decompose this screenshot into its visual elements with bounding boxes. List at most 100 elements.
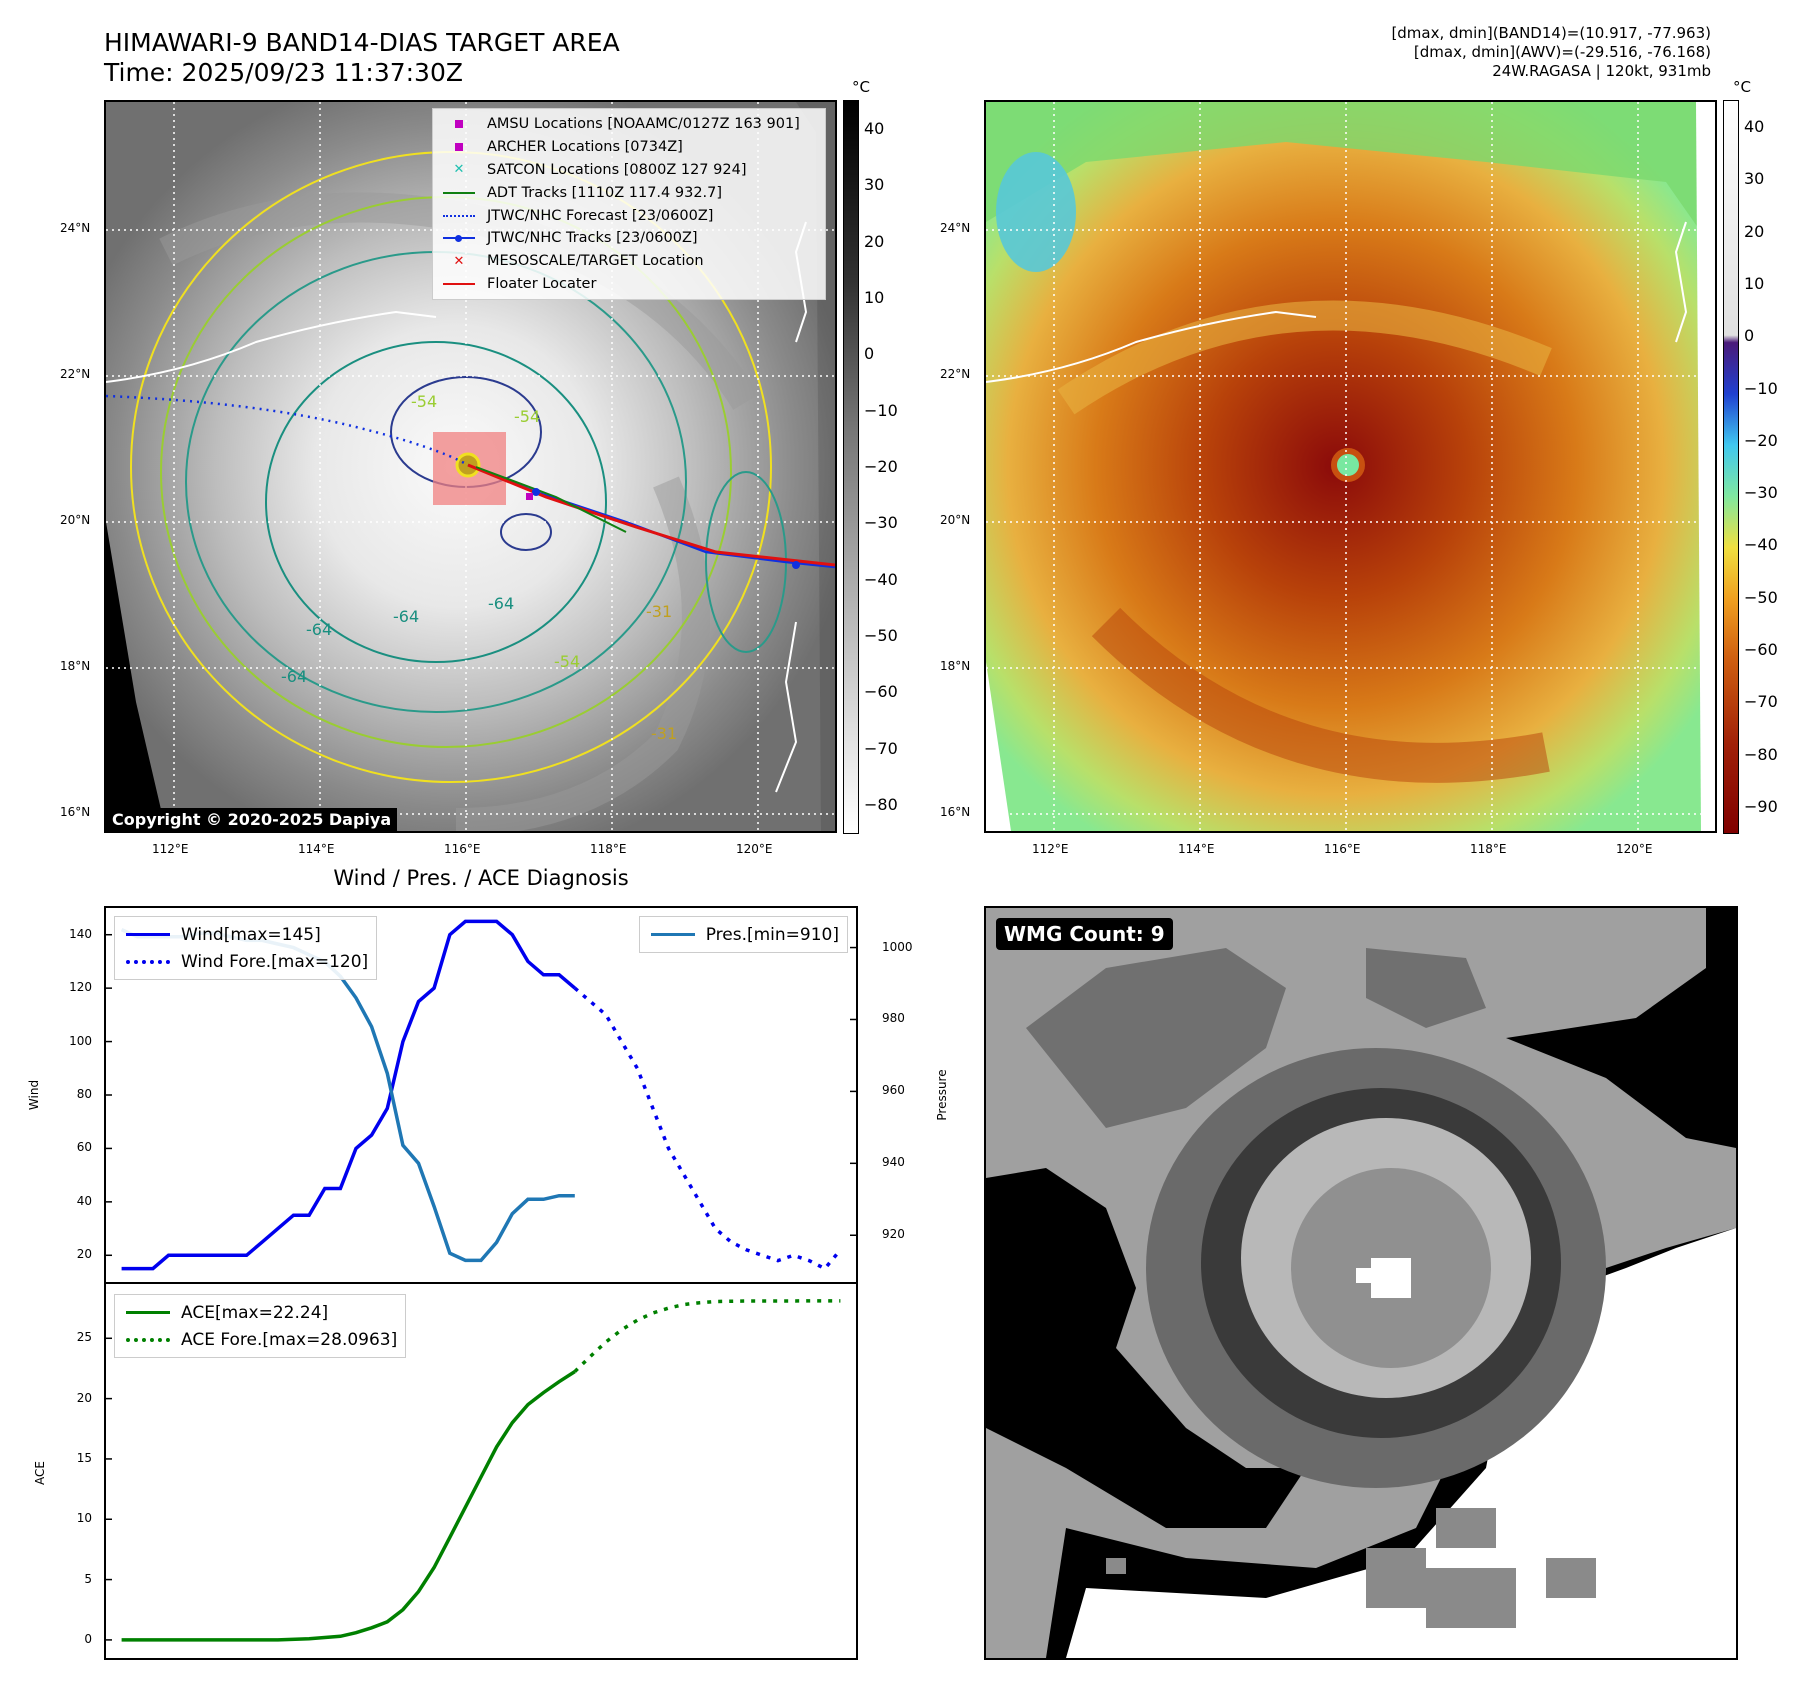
dotted-line-icon [439,214,479,217]
legend-label: SATCON Locations [0800Z 127 924] [487,161,747,178]
legend-item: ACE Fore.[max=28.0963] [123,1326,397,1353]
plot-time: Time: 2025/09/23 11:37:30Z [104,58,463,87]
legend-item: Floater Locater [439,273,819,296]
lat-tick: 24°N [60,221,91,235]
contour-label: -64 [281,667,308,686]
legend-label: Wind[max=145] [181,924,321,945]
solid-line-icon [439,282,479,285]
ace-tick: 0 [84,1631,92,1646]
wind-tick: 100 [69,1033,92,1048]
colorbar-tick: −90 [1744,796,1778,816]
lon-tick: 120°E [1616,842,1653,856]
colorbar-tick: −70 [1744,692,1778,712]
colorbar-tick: −50 [1744,587,1778,607]
contour-label: -64 [488,594,515,613]
lon-tick: 116°E [444,842,481,856]
colorbar-tick: 20 [864,231,885,251]
colorbar-tick: −50 [864,625,898,645]
solid-line-icon [439,191,479,194]
stats-line-1: [dmax, dmin](BAND14)=(10.917, -77.963) [1391,24,1711,42]
ir-map-panel: -64 -64 -64 -54 -54 -31 -31 -64 -54 AMSU… [104,100,837,833]
legend-item: ARCHER Locations [0734Z] [439,136,819,159]
lat-tick: 22°N [60,367,91,381]
wind-pressure-chart: Wind[max=145] Wind Fore.[max=120] Pres.[… [104,906,858,1284]
pressure-tick: 980 [882,1011,905,1026]
pressure-tick: 1000 [882,939,913,954]
wmg-count-label: WMG Count: 9 [996,918,1173,950]
lon-tick: 114°E [1178,842,1215,856]
legend-label: Floater Locater [487,275,597,292]
colorbar-tick: −80 [864,794,898,814]
colorbar-tick: 30 [1744,169,1765,189]
legend-label: Wind Fore.[max=120] [181,951,369,972]
series-line-2-1 [573,1299,841,1373]
contour-label: -54 [554,652,581,671]
lat-tick: 24°N [940,221,971,235]
series-line-1-0 [121,919,576,1271]
colorbar-tick: −30 [1744,483,1778,503]
square-marker-icon [439,143,479,152]
ace-tick: 10 [76,1511,92,1526]
colorbar-tick: −40 [1744,535,1778,555]
pressure-tick: 940 [882,1155,905,1170]
legend-item: JTWC/NHC Tracks [23/0600Z] [439,227,819,250]
legend-label: JTWC/NHC Forecast [23/0600Z] [487,207,714,224]
colorbar-tick: −40 [864,569,898,589]
colorbar-tick: −60 [864,682,898,702]
legend-item: ACE[max=22.24] [123,1299,397,1326]
colorbar-tick: −80 [1744,744,1778,764]
ace-plot [106,1299,841,1642]
colorbar-unit: °C [852,78,870,96]
lat-tick: 18°N [60,659,91,673]
stats-line-2: [dmax, dmin](AWV)=(-29.516, -76.168) [1413,43,1711,61]
diagnosis-title: Wind / Pres. / ACE Diagnosis [333,866,629,890]
contour-label: -31 [651,724,678,743]
legend-label: AMSU Locations [NOAAMC/0127Z 163 901] [487,116,800,133]
legend-item: Pres.[min=910] [648,921,839,948]
colorbar-tick: 20 [1744,221,1765,241]
line-dot-icon [439,234,479,242]
legend-item: Wind Fore.[max=120] [123,948,368,975]
wind-tick: 20 [76,1247,92,1262]
wind-tick: 40 [76,1193,92,1208]
solid-line-icon [123,1311,173,1314]
legend-label: ACE Fore.[max=28.0963] [181,1329,398,1350]
colorbar-tick: −10 [1744,378,1778,398]
awv-map-image [986,102,1715,831]
colorbar-unit: °C [1733,78,1751,96]
pressure-axis-label: Pressure [935,1069,949,1121]
legend-label: Pres.[min=910] [705,924,839,945]
contour-label: -64 [306,620,333,639]
wmg-panel: WMG Count: 9 [984,906,1738,1660]
copyright-label: Copyright © 2020-2025 Dapiya [106,808,398,831]
lat-tick: 18°N [940,659,971,673]
colorbar-tick: −10 [864,400,898,420]
pressure-tick: 920 [882,1227,905,1242]
wind-tick: 60 [76,1140,92,1155]
legend-item: ✕ MESOSCALE/TARGET Location [439,250,819,273]
lon-tick: 112°E [1032,842,1069,856]
ace-chart: ACE[max=22.24] ACE Fore.[max=28.0963] [104,1282,858,1660]
colorbar-tick: 40 [864,119,885,139]
colorbar-tick: −20 [1744,430,1778,450]
colorbar-tick: 40 [1744,117,1765,137]
pressure-legend: Pres.[min=910] [638,916,848,953]
colorbar-tick: 0 [1744,326,1755,346]
colorbar-tick: −30 [864,513,898,533]
solid-line-icon [648,933,698,936]
lon-tick: 118°E [590,842,627,856]
dotted-line-icon [123,1337,173,1342]
lat-tick: 20°N [60,513,91,527]
lon-tick: 118°E [1470,842,1507,856]
lon-tick: 112°E [152,842,189,856]
map-legend: AMSU Locations [NOAAMC/0127Z 163 901] AR… [432,108,826,301]
contour-label: -64 [393,607,420,626]
lon-tick: 116°E [1324,842,1361,856]
legend-label: ARCHER Locations [0734Z] [487,139,683,156]
ace-tick: 25 [76,1330,92,1345]
lat-tick: 16°N [60,805,91,819]
awv-colorbar [1723,100,1739,834]
ir-colorbar [843,100,859,834]
legend-item: ✕ SATCON Locations [0800Z 127 924] [439,159,819,182]
wind-tick: 80 [76,1087,92,1101]
